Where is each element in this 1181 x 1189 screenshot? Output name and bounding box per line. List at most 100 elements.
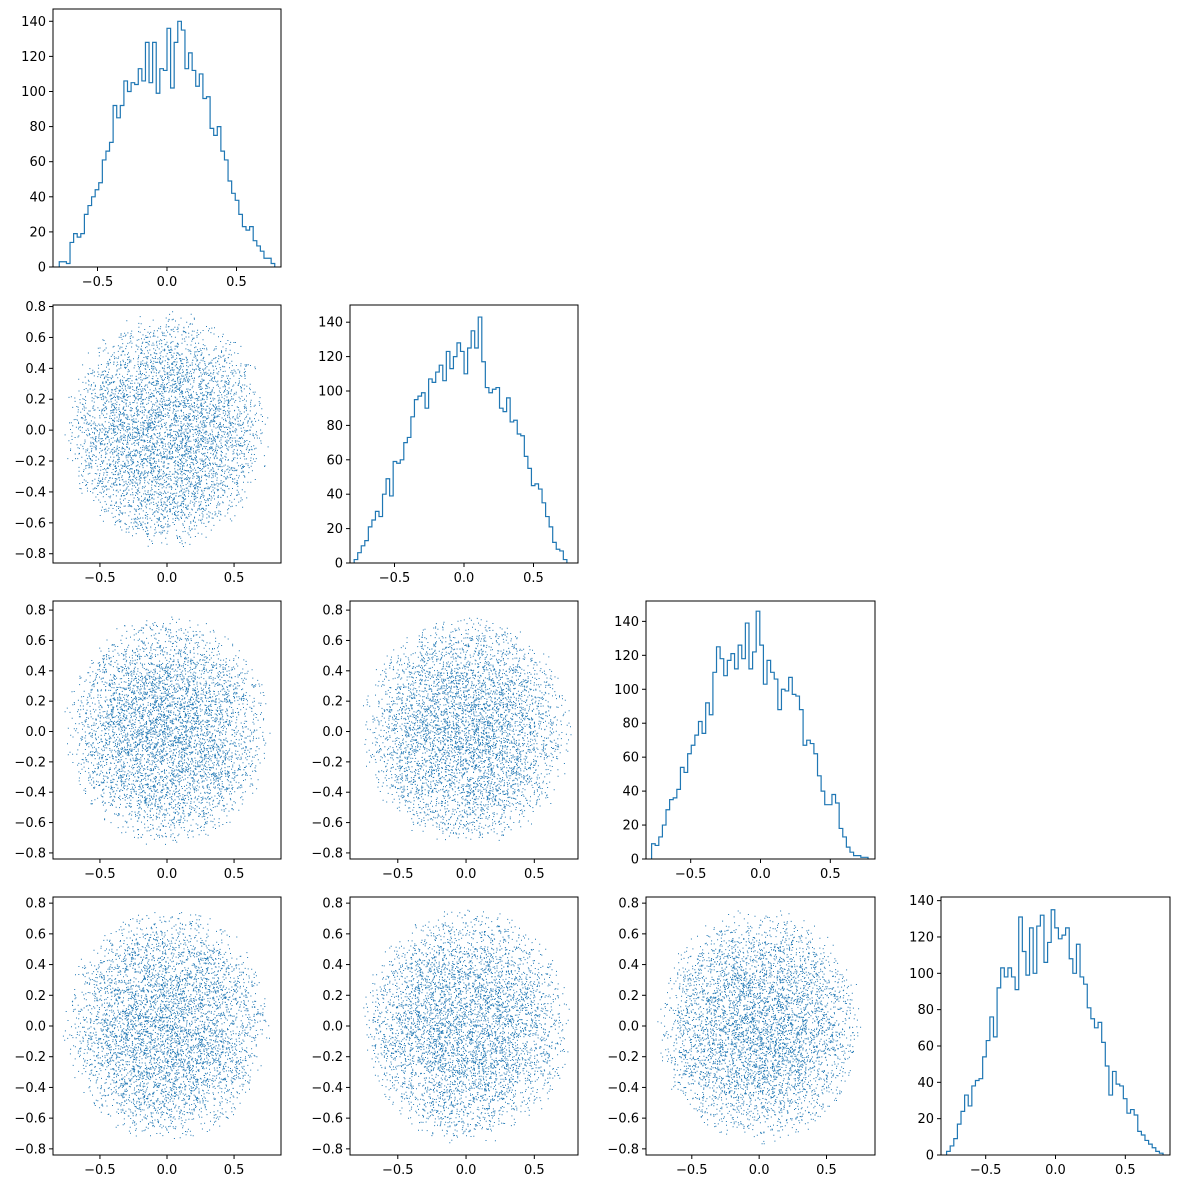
x-tick-label: −0.5 bbox=[675, 867, 707, 882]
y-tick-label: −0.4 bbox=[607, 1081, 639, 1096]
y-tick-label: 40 bbox=[622, 785, 639, 800]
y-tick-label: 0.2 bbox=[25, 989, 46, 1004]
panel-1-0-scatter: −0.5 0.0 0.5 0.8 0.6 0.4 0.2 0.0 −0.2 −0.4 −0.6 −0.… bbox=[14, 300, 282, 586]
y-tick-label: 0.0 bbox=[322, 1020, 343, 1035]
panel-3-3-histogram: −0.5 0.0 0.5 0 20 40 60 80 100 120 140 bbox=[909, 894, 1171, 1178]
y-tick-label: 140 bbox=[21, 15, 46, 30]
y-tick-label: 0.2 bbox=[322, 989, 343, 1004]
y-tick-label: −0.4 bbox=[14, 786, 46, 801]
y-tick-label: 0.8 bbox=[322, 897, 343, 912]
x-tick-label: 0.5 bbox=[1115, 1163, 1136, 1178]
scatter-points bbox=[363, 617, 572, 841]
x-tick-label: −0.5 bbox=[379, 571, 411, 586]
histogram-step-line bbox=[650, 610, 869, 859]
y-tick-label: 0 bbox=[38, 261, 46, 276]
y-tick-label: −0.8 bbox=[311, 1142, 343, 1157]
y-tick-label: 0.2 bbox=[322, 695, 343, 710]
y-tick-label: 0.2 bbox=[25, 393, 46, 408]
y-tick-label: −0.8 bbox=[14, 1142, 46, 1157]
y-tick-label: 0.0 bbox=[25, 1020, 46, 1035]
y-tick-label: 0.8 bbox=[322, 604, 343, 619]
panel-3-1-scatter: −0.5 0.0 0.5 0.8 0.6 0.4 0.2 0.0 −0.2 −0.4 −0.6 −0.… bbox=[311, 896, 579, 1178]
y-tick-label: 0.6 bbox=[25, 331, 46, 346]
y-tick-label: 0.8 bbox=[618, 897, 639, 912]
panel-0-0-histogram: −0.5 0.0 0.5 0 20 40 60 80 100 120 140 bbox=[21, 8, 282, 290]
x-tick-label: 0.0 bbox=[157, 867, 178, 882]
y-tick-label: 80 bbox=[622, 717, 639, 732]
y-tick-label: 120 bbox=[318, 350, 343, 365]
y-tick-label: 0.8 bbox=[25, 300, 46, 315]
y-tick-label: 100 bbox=[614, 683, 639, 698]
panel-2-0-scatter: −0.5 0.0 0.5 0.8 0.6 0.4 0.2 0.0 −0.2 −0.4 −0.6 −0.… bbox=[14, 600, 282, 882]
y-tick-label: 20 bbox=[29, 225, 46, 240]
x-tick-label: 0.5 bbox=[524, 1163, 545, 1178]
y-tick-label: 0.0 bbox=[25, 725, 46, 740]
y-tick-label: 80 bbox=[917, 1003, 934, 1018]
y-tick-label: −0.4 bbox=[14, 485, 46, 500]
y-tick-label: 100 bbox=[21, 85, 46, 100]
y-tick-label: −0.2 bbox=[14, 755, 46, 770]
panel-1-1-histogram: −0.5 0.0 0.5 0 20 40 60 80 100 120 140 bbox=[318, 304, 579, 586]
x-tick-label: −0.5 bbox=[382, 867, 414, 882]
y-tick-label: 60 bbox=[917, 1039, 934, 1054]
y-tick-label: −0.2 bbox=[14, 1050, 46, 1065]
y-tick-label: 80 bbox=[326, 419, 343, 434]
y-tick-label: 60 bbox=[29, 155, 46, 170]
y-tick-label: 140 bbox=[614, 615, 639, 630]
y-tick-label: −0.6 bbox=[14, 516, 46, 531]
x-tick-label: 0.5 bbox=[820, 867, 841, 882]
y-tick-label: 0.4 bbox=[25, 664, 46, 679]
y-tick-label: 0.4 bbox=[322, 958, 343, 973]
scatter-points bbox=[62, 912, 270, 1139]
x-tick-label: 0.0 bbox=[454, 571, 475, 586]
y-tick-label: 0.6 bbox=[322, 927, 343, 942]
x-tick-label: −0.5 bbox=[382, 1163, 414, 1178]
x-tick-label: 0.0 bbox=[750, 867, 771, 882]
y-tick-label: −0.8 bbox=[14, 846, 46, 861]
y-tick-label: 0 bbox=[631, 853, 639, 868]
y-tick-label: 0.2 bbox=[25, 695, 46, 710]
y-tick-label: 80 bbox=[29, 120, 46, 135]
y-tick-label: 100 bbox=[318, 385, 343, 400]
y-tick-label: 0.0 bbox=[25, 424, 46, 439]
y-tick-label: 60 bbox=[622, 751, 639, 766]
y-tick-label: 0.4 bbox=[25, 362, 46, 377]
panel-2-2-histogram: −0.5 0.0 0.5 0 20 40 60 80 100 120 140 bbox=[614, 600, 876, 882]
y-tick-label: −0.8 bbox=[607, 1142, 639, 1157]
y-tick-label: 120 bbox=[909, 930, 934, 945]
y-tick-label: −0.2 bbox=[607, 1050, 639, 1065]
x-tick-label: −0.5 bbox=[84, 867, 116, 882]
x-tick-label: 0.5 bbox=[523, 571, 544, 586]
scatter-points bbox=[64, 616, 271, 845]
y-tick-label: −0.4 bbox=[311, 786, 343, 801]
x-tick-label: 0.0 bbox=[456, 1163, 477, 1178]
histogram-step-line bbox=[353, 316, 568, 563]
x-tick-label: 0.5 bbox=[224, 571, 245, 586]
y-tick-label: 40 bbox=[326, 488, 343, 503]
x-tick-label: 0.0 bbox=[456, 867, 477, 882]
panel-2-1-scatter: −0.5 0.0 0.5 0.8 0.6 0.4 0.2 0.0 −0.2 −0.4 −0.6 −0.… bbox=[311, 600, 579, 882]
y-tick-label: 140 bbox=[318, 316, 343, 331]
y-tick-label: 0 bbox=[335, 557, 343, 572]
y-tick-label: 0.6 bbox=[322, 634, 343, 649]
y-tick-label: 120 bbox=[21, 50, 46, 65]
y-tick-label: −0.8 bbox=[14, 547, 46, 562]
y-tick-label: −0.2 bbox=[14, 455, 46, 470]
y-tick-label: 0.8 bbox=[25, 897, 46, 912]
y-tick-label: 0.4 bbox=[618, 958, 639, 973]
y-tick-label: 20 bbox=[917, 1112, 934, 1127]
y-tick-label: 0.2 bbox=[618, 989, 639, 1004]
y-tick-label: 0.6 bbox=[25, 634, 46, 649]
y-tick-label: 0.6 bbox=[25, 927, 46, 942]
y-tick-label: −0.2 bbox=[311, 1050, 343, 1065]
y-tick-label: 0 bbox=[926, 1149, 934, 1164]
x-tick-label: −0.5 bbox=[970, 1163, 1002, 1178]
x-tick-label: 0.5 bbox=[816, 1163, 837, 1178]
x-tick-label: 0.0 bbox=[157, 571, 178, 586]
y-tick-label: 0.6 bbox=[618, 927, 639, 942]
scatter-points bbox=[657, 910, 862, 1145]
y-tick-label: 0.0 bbox=[322, 725, 343, 740]
y-tick-label: −0.6 bbox=[311, 816, 343, 831]
panel-3-2-scatter: −0.5 0.0 0.5 0.8 0.6 0.4 0.2 0.0 −0.2 −0.4 −0.6 −0.… bbox=[607, 896, 876, 1178]
y-tick-label: 40 bbox=[29, 190, 46, 205]
